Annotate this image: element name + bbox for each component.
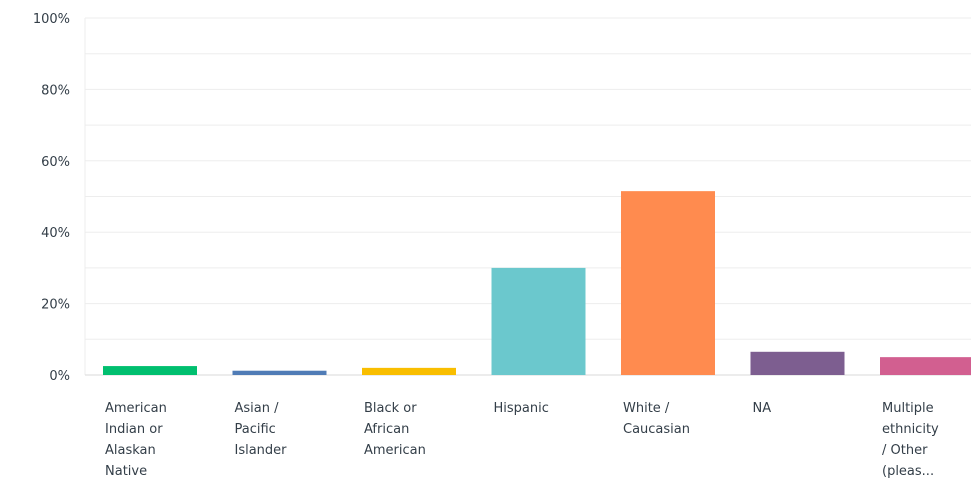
y-tick-label: 20% <box>41 298 70 313</box>
bars <box>103 191 971 375</box>
x-tick-label: American Indian or Alaskan Native <box>105 401 167 479</box>
x-tick-label: NA <box>753 401 772 416</box>
bar <box>880 357 971 375</box>
y-tick-label: 0% <box>49 369 70 384</box>
x-axis-labels: American Indian or Alaskan Native Asian / Pac… <box>105 401 939 479</box>
bar <box>750 351 845 375</box>
y-tick-label: 80% <box>41 83 70 98</box>
y-tick-label: 40% <box>41 226 70 241</box>
x-tick-label: White / Caucasian <box>623 401 690 437</box>
y-axis-ticks: 0% 20% 40% 60% 80% 100% <box>33 12 70 384</box>
bar <box>621 191 715 375</box>
y-tick-label: 100% <box>33 12 70 27</box>
x-tick-label: Asian / Pacific Islander <box>235 401 288 458</box>
x-tick-label: Black or African American <box>364 401 426 458</box>
bar <box>103 366 197 375</box>
y-tick-label: 60% <box>41 155 70 170</box>
bar <box>491 267 586 375</box>
x-tick-label: Multiple ethnicity / Other (pleas... <box>882 401 939 479</box>
x-tick-label: Hispanic <box>494 401 549 416</box>
bar <box>232 370 327 375</box>
bar <box>362 367 456 375</box>
